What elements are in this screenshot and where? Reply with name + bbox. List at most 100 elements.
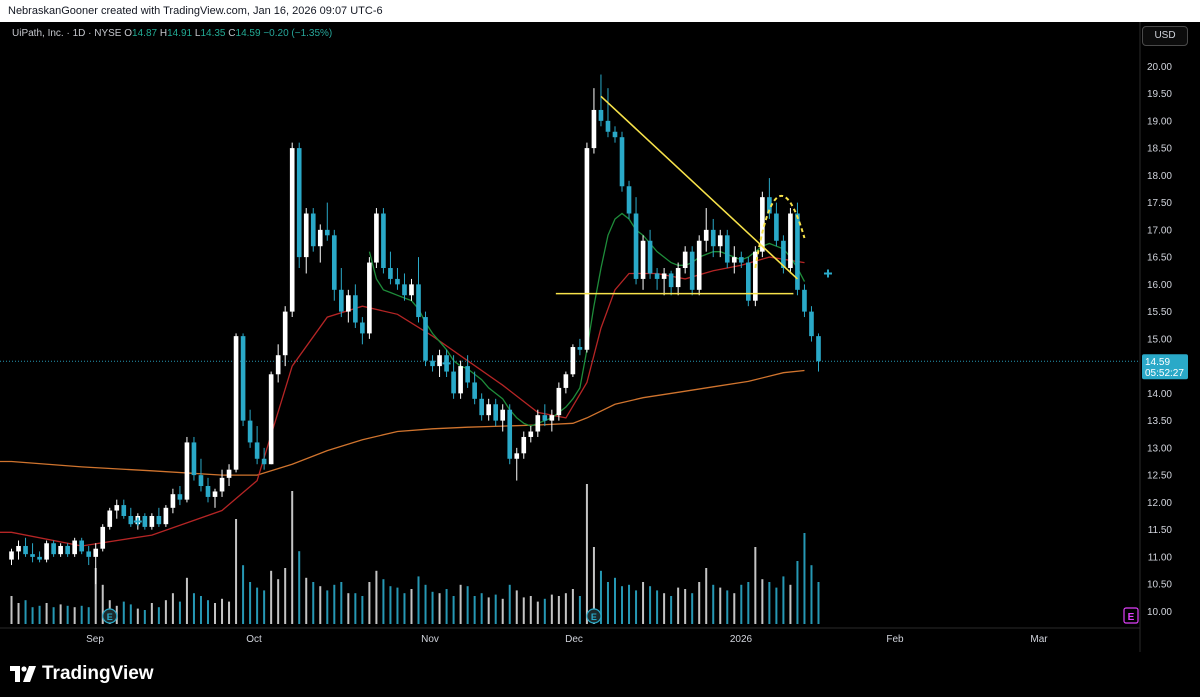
volume-bar [480, 593, 483, 624]
candle-body [528, 431, 534, 437]
time-axis[interactable]: Sep Oct Nov Dec 2026 Feb Mar [0, 627, 1140, 645]
volume-bar [136, 608, 139, 624]
candle-body [65, 545, 70, 555]
price-tick-label: 13.50 [1147, 416, 1172, 427]
candle-body [254, 442, 260, 459]
candle-body [205, 486, 211, 497]
volume-bar [761, 579, 764, 624]
candle-body [647, 240, 653, 274]
volume-bar [319, 586, 322, 624]
candle-body [353, 295, 358, 323]
volume-bar [270, 570, 273, 624]
candle-body [521, 436, 527, 454]
candle-body [219, 477, 225, 492]
volume-bar [501, 598, 504, 624]
volume-bar [424, 584, 427, 624]
volume-bar [473, 596, 476, 624]
low-value: 14.35 [200, 28, 226, 39]
candle-body [331, 235, 337, 290]
candle-body [746, 262, 751, 301]
volume-bar [410, 589, 413, 624]
low-label: L [194, 28, 201, 39]
drawing-annotations[interactable] [555, 95, 806, 295]
candle-body [324, 229, 330, 236]
candle-body [30, 554, 35, 557]
volume-bar [712, 584, 715, 624]
candle-body [409, 284, 414, 296]
volume-bar [312, 582, 315, 624]
candle-body [149, 515, 155, 527]
split-cross-icon [133, 517, 142, 526]
volume-bar [543, 598, 546, 624]
candle-body [191, 442, 197, 476]
volume-bar [789, 584, 792, 624]
volume-bar [677, 587, 680, 624]
earnings-future-icon [1123, 607, 1139, 624]
tradingview-logo-icon [10, 666, 36, 682]
candle-body [451, 371, 456, 394]
volume-bar [66, 605, 69, 624]
candle-body [156, 515, 162, 525]
volume-bar [150, 603, 153, 624]
candle-body [738, 257, 744, 263]
time-tick-label: Sep [86, 634, 104, 645]
volume-bar [87, 607, 90, 624]
earnings-e-icon [586, 608, 602, 624]
time-tick-label: Oct [246, 634, 262, 645]
currency-button[interactable]: USD [1142, 26, 1188, 46]
price-tick-label: 10.00 [1147, 607, 1172, 618]
price-tick-label: 15.50 [1147, 307, 1172, 318]
candle-body [675, 268, 681, 288]
volume-bars [10, 484, 820, 624]
candle-body [16, 545, 21, 552]
candle-body [275, 355, 281, 375]
head-dashed-arc [754, 194, 806, 269]
volume-bar [670, 596, 673, 624]
candle-body [619, 137, 625, 187]
volume-bar [691, 593, 694, 624]
volume-bar [705, 568, 708, 624]
price-axis[interactable]: 10.00 10.50 11.00 11.50 12.00 12.50 13.00 13.50… [0, 22, 1188, 652]
volume-bar [635, 590, 638, 624]
price-tick-label: 17.50 [1147, 198, 1172, 209]
price-tick-label: 12.00 [1147, 498, 1172, 509]
split-cross-icon [824, 269, 832, 278]
volume-bar [740, 584, 743, 624]
candle-body [654, 273, 660, 279]
volume-bar [775, 587, 778, 624]
price-tick-label: 13.00 [1147, 443, 1172, 454]
chart-credit-text: NebraskanGooner created with TradingView… [8, 5, 383, 17]
candle-body [605, 120, 611, 132]
volume-bar [178, 601, 181, 624]
candle-body [535, 415, 541, 432]
candle-body [107, 510, 113, 527]
candle-body [360, 322, 365, 334]
volume-bar [389, 586, 392, 624]
last-price-tag [1142, 354, 1188, 380]
volume-bar [249, 582, 252, 624]
candle-body [44, 543, 49, 560]
volume-bar [221, 598, 224, 624]
price-tick-label: 12.50 [1147, 471, 1172, 482]
candle-body [100, 526, 106, 549]
volume-bar [347, 593, 350, 624]
tradingview-logo[interactable]: TradingView [10, 663, 154, 685]
volume-bar [185, 577, 188, 624]
price-tick-label: 18.50 [1147, 144, 1172, 155]
candle-body [598, 109, 604, 121]
candle-body [9, 551, 14, 560]
candle-body [402, 284, 407, 296]
candle-body [802, 289, 807, 312]
descending-trendline [600, 95, 798, 280]
volume-bar [354, 593, 357, 624]
candle-body [142, 515, 148, 527]
volume-bar [698, 582, 701, 624]
volume-bar [368, 582, 371, 624]
volume-bar [192, 593, 195, 624]
volume-bar [508, 584, 511, 624]
volume-bar [613, 577, 616, 624]
candle-body [170, 494, 176, 508]
open-value: 14.87 [132, 28, 158, 39]
